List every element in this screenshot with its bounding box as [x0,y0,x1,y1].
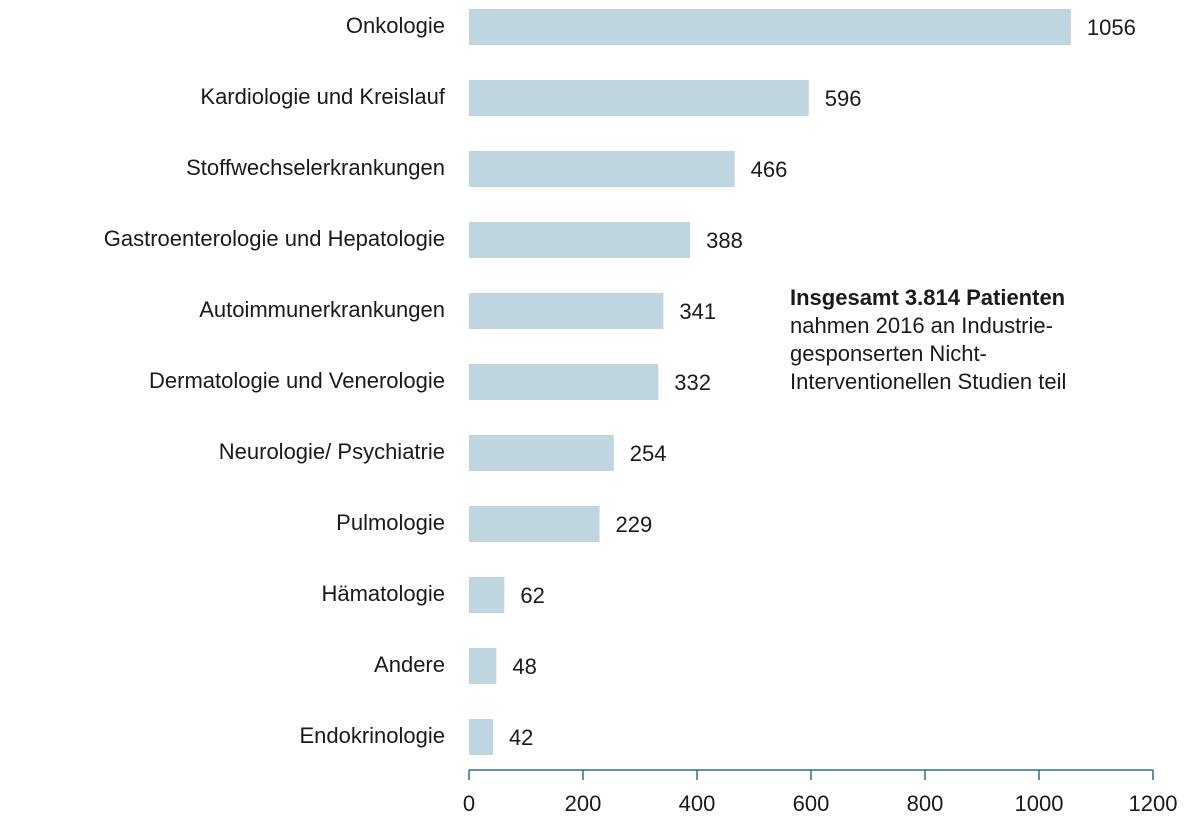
category-label: Andere [374,652,445,677]
annotation-line: nahmen 2016 an Industrie- [790,313,1053,338]
bar [469,648,497,684]
category-label: Autoimmunerkrankungen [199,297,445,322]
annotation-line: gesponserten Nicht- [790,341,987,366]
value-label: 62 [520,583,544,608]
category-label: Hämatologie [321,581,445,606]
bar [469,293,664,329]
value-label: 388 [706,228,743,253]
x-tick-label: 800 [907,791,944,816]
x-tick-label: 400 [679,791,716,816]
bar [469,9,1071,45]
x-tick-label: 0 [463,791,475,816]
x-tick-label: 200 [565,791,602,816]
bar [469,151,735,187]
value-label: 341 [679,299,716,324]
value-label: 229 [616,512,653,537]
category-label: Kardiologie und Kreislauf [200,84,445,109]
bar [469,80,809,116]
bar [469,506,600,542]
annotation-line: Interventionellen Studien teil [790,369,1066,394]
value-label: 1056 [1087,15,1136,40]
x-tick-label: 600 [793,791,830,816]
value-label: 42 [509,725,533,750]
value-label: 596 [825,86,862,111]
value-label: 332 [674,370,711,395]
value-label: 48 [512,654,536,679]
value-label: 466 [751,157,788,182]
category-label: Stoffwechselerkrankungen [186,155,445,180]
category-label: Pulmologie [336,510,445,535]
category-label: Gastroenterologie und Hepatologie [104,226,445,251]
bar [469,222,691,258]
x-tick-label: 1000 [1015,791,1064,816]
bar [469,719,493,755]
value-label: 254 [630,441,667,466]
x-tick-label: 1200 [1129,791,1178,816]
bar [469,364,659,400]
category-label: Neurologie/ Psychiatrie [219,439,445,464]
bar [469,435,614,471]
annotation-bold: Insgesamt 3.814 Patienten [790,285,1065,310]
category-label: Onkologie [346,13,445,38]
category-label: Endokrinologie [299,723,445,748]
category-label: Dermatologie und Venerologie [149,368,445,393]
bar [469,577,505,613]
